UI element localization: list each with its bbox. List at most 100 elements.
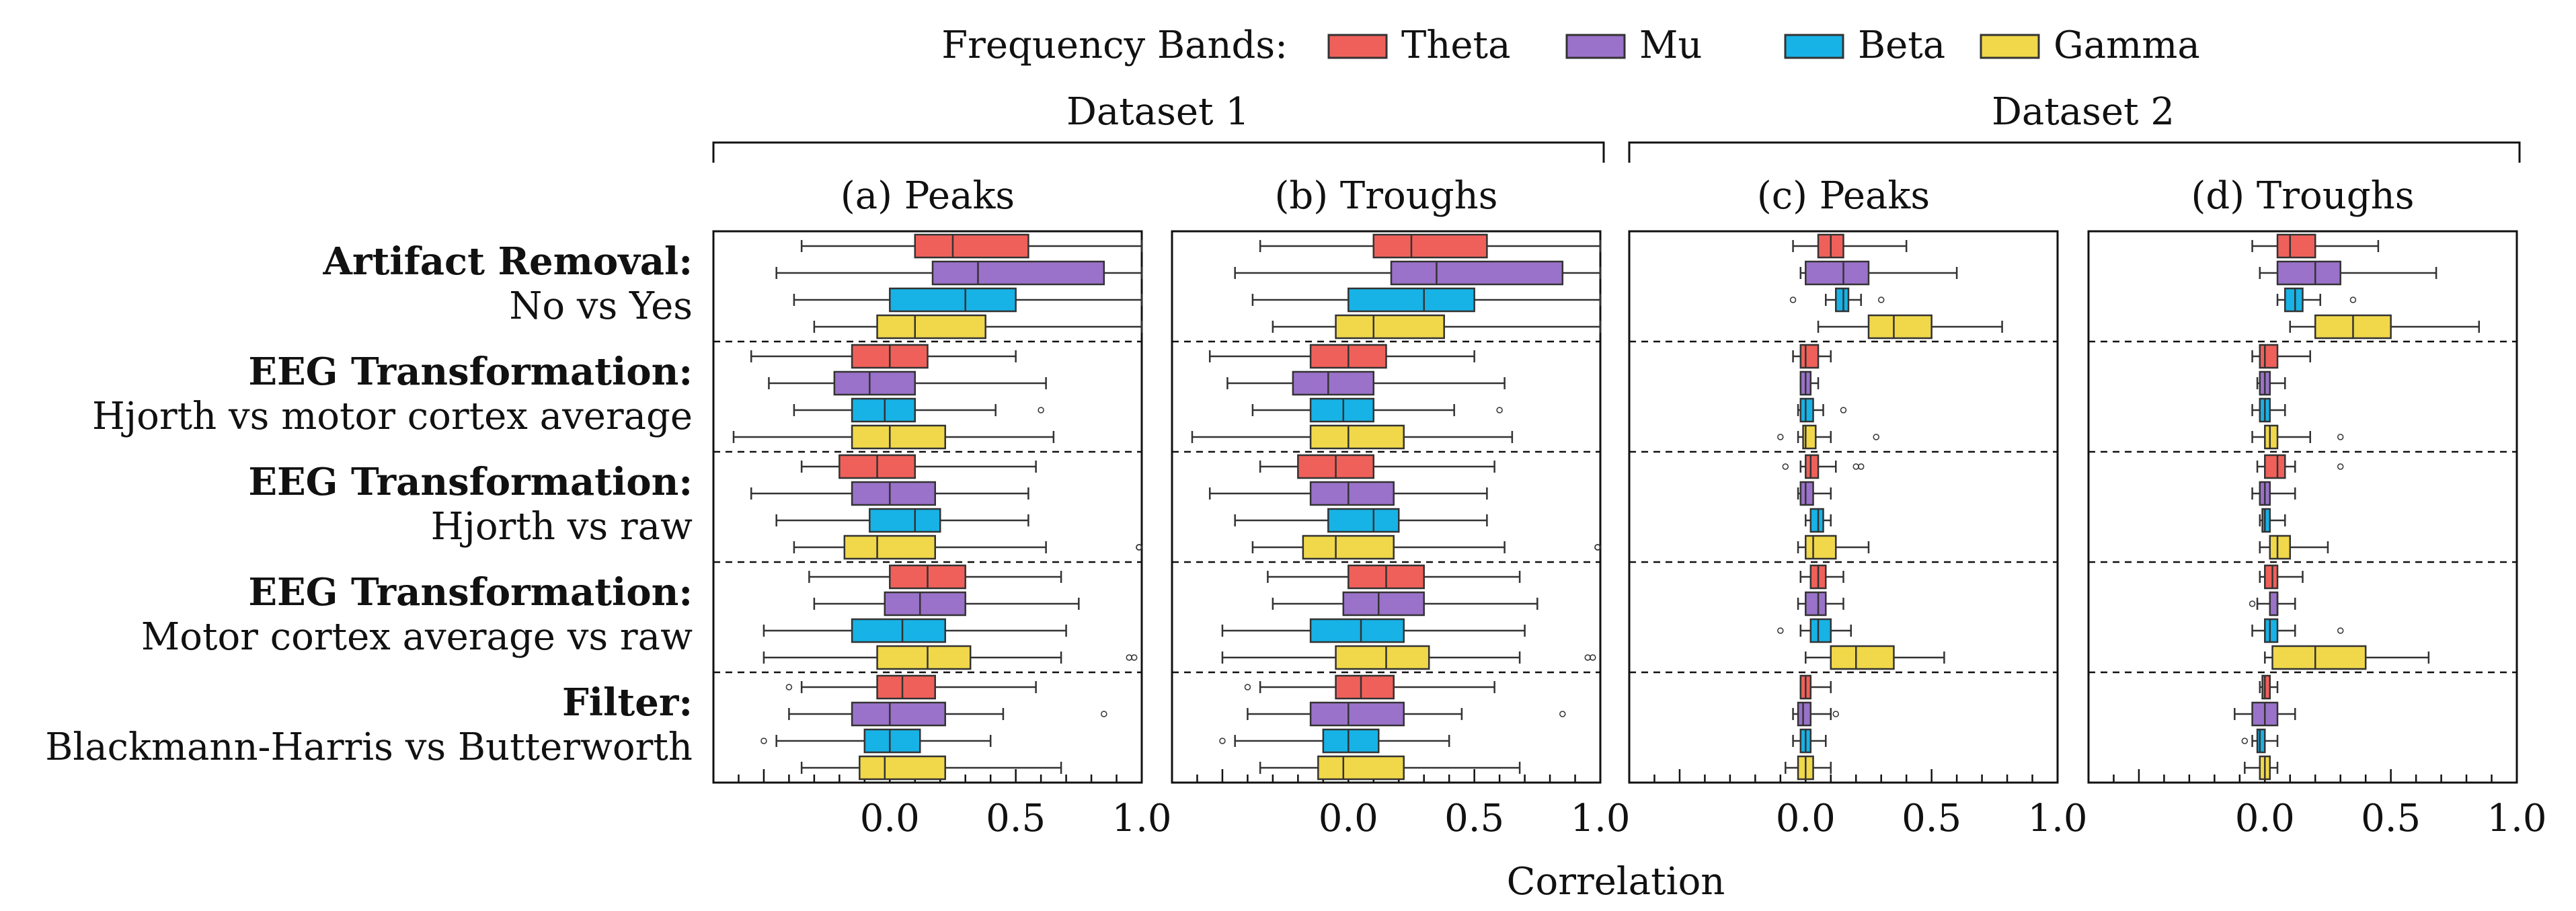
box-mu [1247, 701, 1566, 727]
outlier-point [2337, 627, 2344, 634]
dataset-1-bracket [712, 141, 1605, 163]
box-beta [2241, 728, 2279, 754]
box-mu [1799, 260, 1958, 286]
x-tick-label: 0.0 [1776, 797, 1836, 840]
box-gamma [2289, 314, 2481, 340]
box-iqr [1348, 287, 1475, 313]
outlier-point [785, 684, 793, 690]
box-gamma [763, 645, 1138, 670]
box-theta [800, 233, 1143, 259]
box-iqr [2276, 233, 2316, 259]
outlier-point [1559, 711, 1566, 717]
box-iqr [1799, 344, 1820, 369]
legend-label-gamma: Gamma [2054, 24, 2200, 67]
box-iqr [1309, 397, 1375, 423]
box-iqr [1309, 701, 1405, 727]
box-beta [1792, 728, 1827, 754]
row-label-comparison: Hjorth vs motor cortex average [92, 395, 693, 438]
panel-title: (c) Peaks [1757, 174, 1930, 218]
box-iqr [1309, 481, 1395, 506]
box-mu [2256, 370, 2286, 396]
box-beta [2259, 508, 2286, 533]
legend: Frequency Bands: Theta Mu Beta Gamma [941, 24, 2199, 67]
dataset-1-label: Dataset 1 [1066, 90, 1249, 134]
legend-swatch-mu [1565, 34, 1626, 59]
box-theta [785, 674, 1037, 700]
box-theta [1792, 233, 1908, 259]
box-gamma [1805, 645, 1945, 670]
x-tick-label: 0.0 [1319, 797, 1378, 840]
box-beta [2251, 397, 2286, 423]
box-theta [1244, 674, 1495, 700]
outlier-point [1857, 463, 1865, 470]
box-iqr [876, 645, 972, 670]
box-gamma [732, 424, 1055, 450]
box-iqr [1805, 260, 1870, 286]
box-mu [1272, 591, 1538, 617]
box-theta [2251, 344, 2311, 369]
box-iqr [884, 591, 966, 617]
outlier-point [760, 738, 767, 744]
box-theta [750, 344, 1017, 369]
box-iqr [1335, 314, 1445, 340]
box-theta [1259, 454, 1495, 479]
outlier-point [1832, 711, 1840, 717]
box-mu [775, 260, 1143, 286]
box-iqr [2261, 674, 2271, 700]
box-iqr [2261, 508, 2271, 533]
box-gamma [1191, 424, 1514, 450]
box-iqr [1809, 508, 1824, 533]
box-theta [1782, 454, 1865, 479]
outlier-point [1590, 654, 1596, 661]
box-beta [760, 728, 992, 754]
box-mu [1792, 701, 1840, 727]
legend-label-beta: Beta [1858, 24, 1945, 67]
box-mu [1797, 481, 1832, 506]
box-beta [1251, 287, 1602, 313]
box-beta [1777, 618, 1852, 643]
box-iqr [1335, 645, 1430, 670]
outlier-point [1877, 296, 1885, 303]
box-iqr [863, 728, 921, 754]
outlier-point [2337, 434, 2344, 440]
box-mu [1797, 591, 1844, 617]
outlier-point [1789, 296, 1797, 303]
box-mu [788, 701, 1107, 727]
row-label-comparison: No vs Yes [509, 284, 693, 328]
box-gamma [813, 314, 1143, 340]
box-theta [2259, 564, 2304, 590]
outlier-point [2241, 738, 2249, 744]
box-iqr [1805, 534, 1837, 560]
box-mu [2259, 260, 2437, 286]
panel-frame [1171, 230, 1602, 784]
box-iqr [1830, 645, 1895, 670]
x-tick-label: 0.5 [2361, 797, 2421, 840]
box-iqr [1867, 314, 1933, 340]
box-gamma [2251, 424, 2344, 450]
box-beta [1797, 397, 1847, 423]
outlier-point [1496, 407, 1503, 413]
box-theta [808, 564, 1062, 590]
box-iqr [889, 287, 1017, 313]
box-gamma [1785, 755, 1832, 781]
box-mu [750, 481, 1029, 506]
x-tick-label: 1.0 [2487, 797, 2546, 840]
box-beta [1251, 397, 1503, 423]
box-mu [1226, 370, 1506, 396]
box-iqr [931, 260, 1105, 286]
box-beta [1219, 728, 1450, 754]
box-iqr [2264, 618, 2279, 643]
outlier-point [1131, 654, 1138, 661]
box-iqr [1302, 534, 1395, 560]
outlier-point [2249, 600, 2256, 607]
box-gamma [1221, 645, 1596, 670]
box-gamma [2244, 755, 2279, 781]
x-tick-label: 1.0 [1570, 797, 1630, 840]
box-beta [2251, 618, 2344, 643]
box-gamma [793, 534, 1142, 560]
box-mu [813, 591, 1080, 617]
panel-title: (d) Troughs [2191, 174, 2415, 218]
outlier-point [1219, 738, 1226, 744]
box-iqr [869, 508, 941, 533]
row-label-title: EEG Transformation: [248, 460, 693, 504]
